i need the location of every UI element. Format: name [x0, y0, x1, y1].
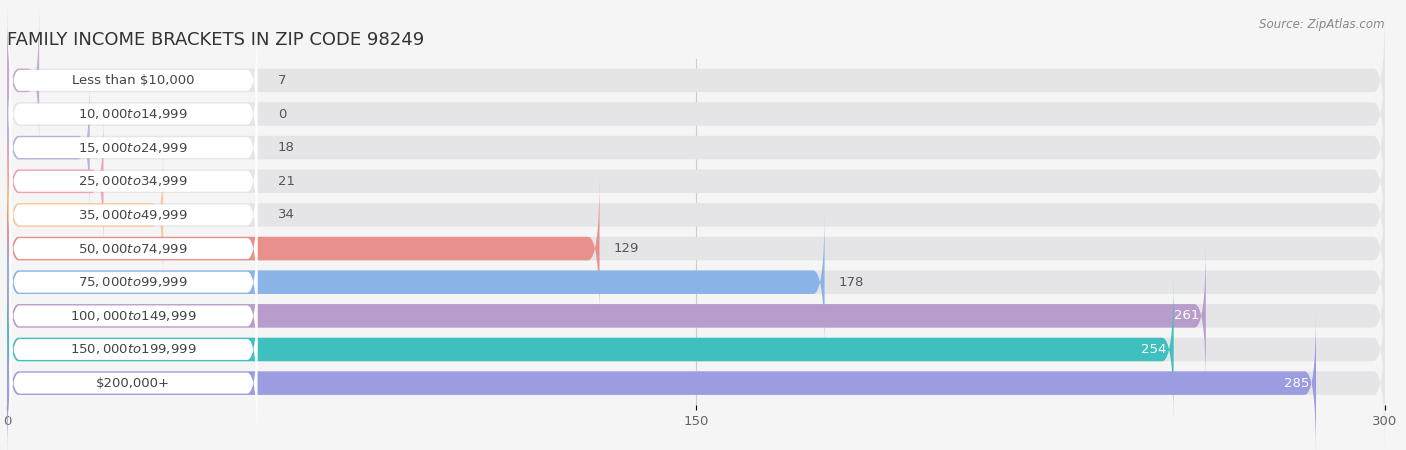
Text: 261: 261	[1174, 309, 1199, 322]
Text: 178: 178	[838, 276, 863, 289]
FancyBboxPatch shape	[10, 252, 257, 379]
FancyBboxPatch shape	[7, 75, 1385, 220]
FancyBboxPatch shape	[7, 311, 1385, 450]
Text: $100,000 to $149,999: $100,000 to $149,999	[70, 309, 197, 323]
FancyBboxPatch shape	[10, 185, 257, 312]
FancyBboxPatch shape	[10, 17, 257, 144]
Text: 34: 34	[278, 208, 295, 221]
FancyBboxPatch shape	[7, 8, 39, 153]
FancyBboxPatch shape	[10, 118, 257, 245]
FancyBboxPatch shape	[10, 219, 257, 346]
FancyBboxPatch shape	[10, 151, 257, 279]
Text: FAMILY INCOME BRACKETS IN ZIP CODE 98249: FAMILY INCOME BRACKETS IN ZIP CODE 98249	[7, 31, 425, 49]
FancyBboxPatch shape	[10, 286, 257, 413]
FancyBboxPatch shape	[7, 243, 1206, 388]
Text: $25,000 to $34,999: $25,000 to $34,999	[79, 174, 188, 188]
FancyBboxPatch shape	[7, 243, 1385, 388]
FancyBboxPatch shape	[7, 210, 824, 355]
FancyBboxPatch shape	[7, 143, 163, 287]
Text: $10,000 to $14,999: $10,000 to $14,999	[79, 107, 188, 121]
FancyBboxPatch shape	[10, 84, 257, 211]
FancyBboxPatch shape	[10, 320, 257, 447]
FancyBboxPatch shape	[7, 109, 104, 254]
Text: Less than $10,000: Less than $10,000	[72, 74, 194, 87]
Text: $50,000 to $74,999: $50,000 to $74,999	[79, 242, 188, 256]
Text: 129: 129	[613, 242, 638, 255]
Text: 285: 285	[1284, 377, 1309, 390]
FancyBboxPatch shape	[7, 277, 1174, 422]
Text: Source: ZipAtlas.com: Source: ZipAtlas.com	[1260, 18, 1385, 31]
FancyBboxPatch shape	[7, 8, 1385, 153]
FancyBboxPatch shape	[7, 277, 1385, 422]
Text: $35,000 to $49,999: $35,000 to $49,999	[79, 208, 188, 222]
Text: 18: 18	[278, 141, 295, 154]
FancyBboxPatch shape	[7, 42, 1385, 186]
FancyBboxPatch shape	[7, 311, 1316, 450]
FancyBboxPatch shape	[7, 176, 599, 321]
FancyBboxPatch shape	[7, 109, 1385, 254]
Text: 254: 254	[1142, 343, 1167, 356]
Text: $75,000 to $99,999: $75,000 to $99,999	[79, 275, 188, 289]
FancyBboxPatch shape	[7, 75, 90, 220]
Text: $200,000+: $200,000+	[97, 377, 170, 390]
FancyBboxPatch shape	[7, 210, 1385, 355]
Text: 21: 21	[278, 175, 295, 188]
FancyBboxPatch shape	[7, 176, 1385, 321]
Text: 0: 0	[278, 108, 287, 121]
Text: $15,000 to $24,999: $15,000 to $24,999	[79, 141, 188, 155]
FancyBboxPatch shape	[7, 143, 1385, 287]
Text: 7: 7	[278, 74, 287, 87]
Text: $150,000 to $199,999: $150,000 to $199,999	[70, 342, 197, 356]
FancyBboxPatch shape	[10, 50, 257, 178]
